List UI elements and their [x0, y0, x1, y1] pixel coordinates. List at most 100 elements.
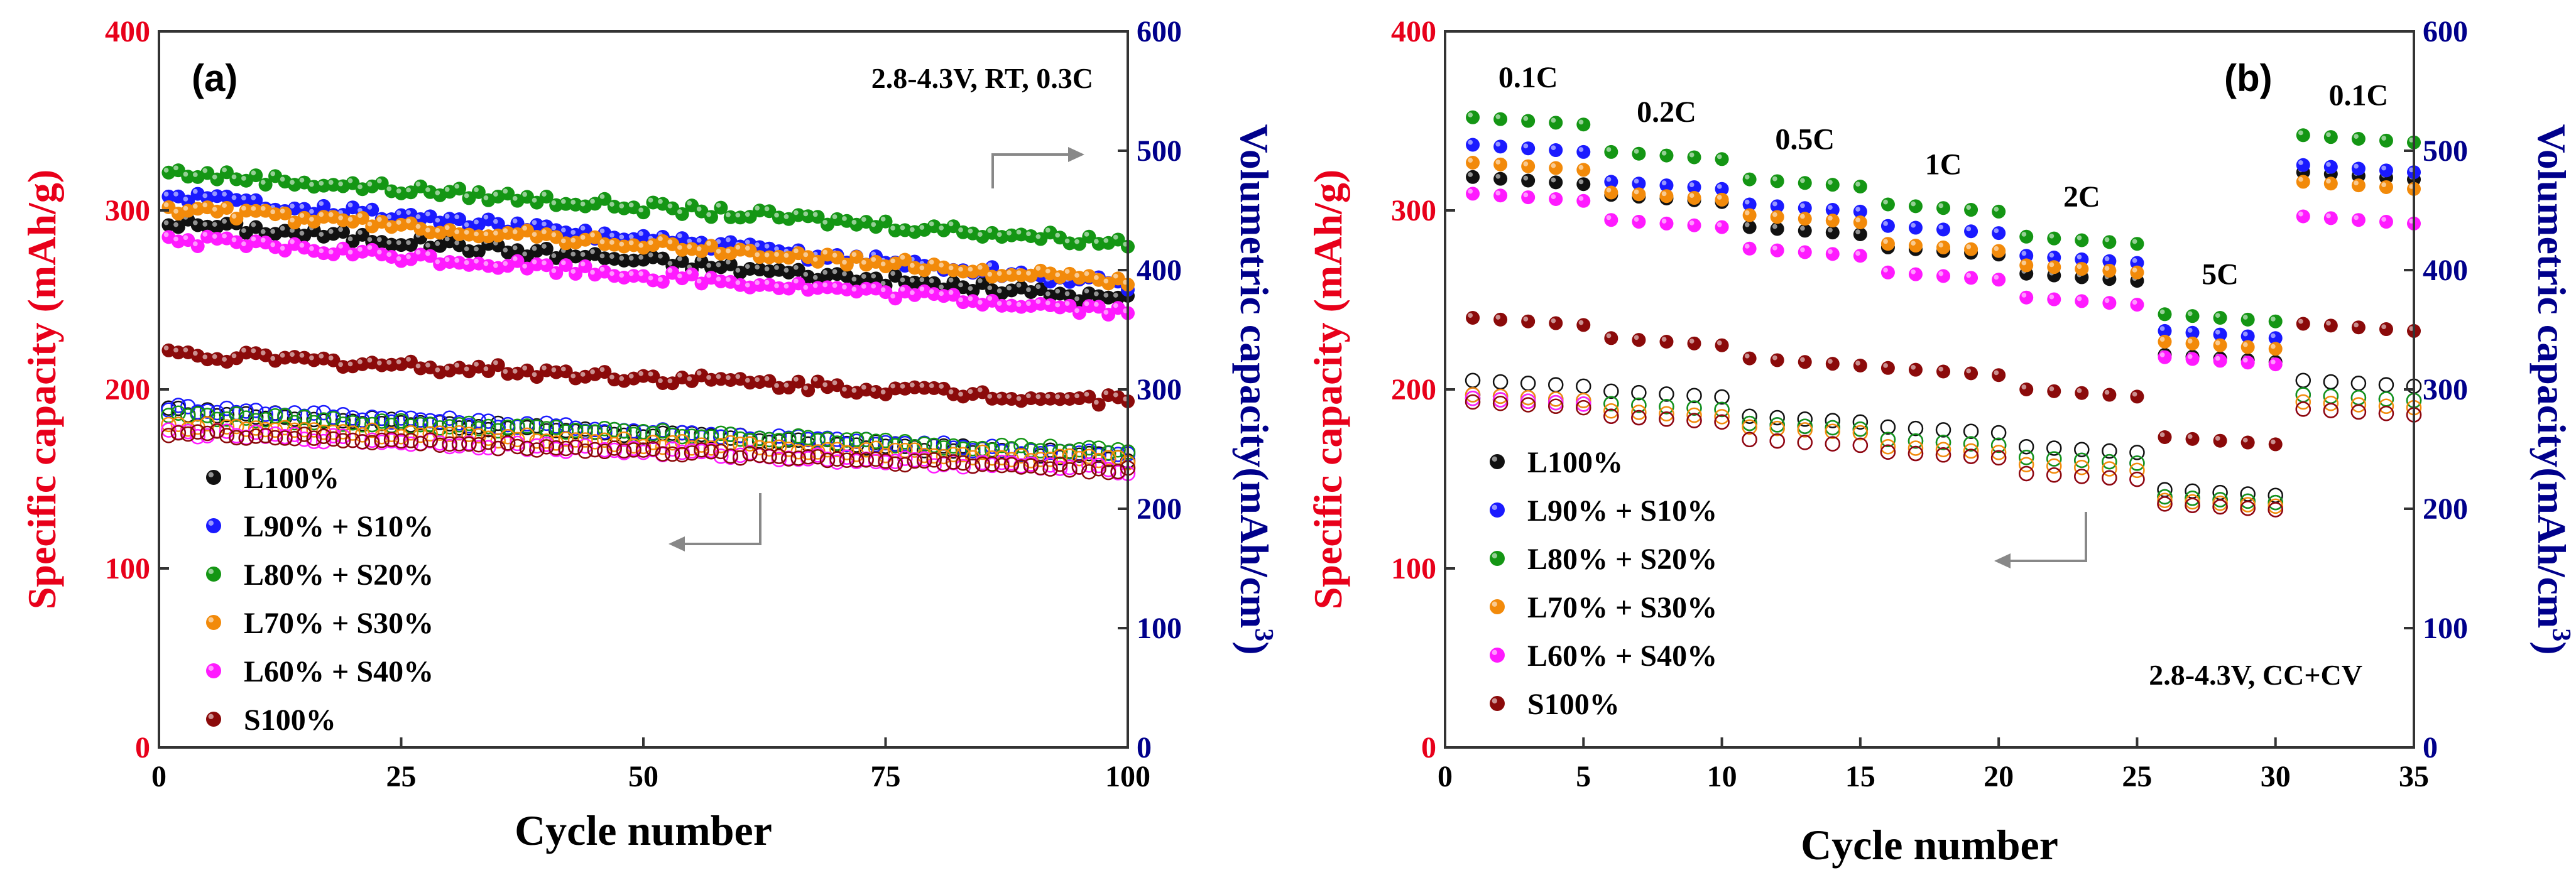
panel-a-L70S30-point-highlight [968, 266, 973, 272]
panel-b-L80S20-hollow-point [2212, 492, 2228, 508]
panel-a-L100-point-highlight [861, 274, 866, 279]
panel-b-L80S20-hollow-point [1769, 417, 1785, 433]
panel-a-L100-point-highlight [202, 222, 208, 227]
panel-b-L80S20-point-highlight [2021, 232, 2027, 237]
panel-a-L60S40-hollow-point [161, 422, 177, 438]
panel-a-S100-hollow-point [1110, 464, 1126, 480]
panel-a-L70S30-point [219, 200, 234, 215]
panel-b-L90S10-point [1992, 226, 2006, 241]
panel-a-S100-hollow-point [848, 452, 865, 468]
panel-b-rate-labels: 0.1C 0.2C 0.5C 1C 2C 5C 0.1C [1498, 61, 2388, 291]
panel-a-L60S40-point-highlight [803, 285, 809, 290]
panel-a-S100-hollow-point [432, 437, 448, 453]
panel-b-L80S20-hollow-point [1797, 418, 1813, 434]
panel-a-L80S20-hollow-point [781, 431, 797, 447]
panel-b-L70S30-point [1825, 214, 1840, 228]
panel-b-L70S30-point [2185, 336, 2200, 350]
panel-b-S100-point [1964, 366, 1978, 381]
panel-a-L70S30-hollow-point [403, 425, 419, 441]
panel-b-L80S20-point [2047, 231, 2061, 246]
panel-b-L90S10-point-highlight [1689, 182, 1695, 187]
panel-a-S100-hollow-point [839, 452, 855, 468]
panel-a-y2tick-label: 500 [1137, 134, 1182, 168]
panel-a-L100-point-highlight [929, 278, 934, 283]
panel-b-S100-point-highlight [2187, 434, 2193, 439]
panel-b-L100-point [1549, 175, 1563, 190]
panel-a-L80S20-point-highlight [794, 210, 799, 215]
panel-a-S100-hollow-point [587, 442, 603, 458]
panel-a-L60S40-point-highlight [1103, 310, 1109, 315]
panel-b-S100-point [1659, 335, 1674, 349]
panel-b-L80S20-point [1825, 178, 1840, 192]
panel-a-L80S20-point-highlight [270, 171, 276, 176]
panel-b-S100-point [1604, 331, 1618, 345]
panel-b-S100-hollow-point [1520, 397, 1536, 413]
panel-b-legend-label: S100% [1527, 688, 1620, 721]
panel-a-L70S30-point-highlight [512, 229, 518, 234]
panel-b-L60S40-point-highlight [2132, 300, 2137, 305]
panel-b-L100-hollow-point [1880, 419, 1896, 435]
panel-b-L60S40-point [1798, 245, 1812, 259]
panel-b-L90S10-point-highlight [2077, 254, 2082, 259]
panel-a-L60S40-point-highlight [231, 237, 237, 242]
panel-a-L90S10-point-highlight [532, 220, 537, 225]
panel-a-L70S30-point-highlight [1064, 269, 1070, 274]
panel-a-L80S20-point-highlight [309, 182, 314, 187]
panel-a-L80S20-hollow-point [558, 424, 574, 440]
panel-b-L70S30-point [1770, 210, 1784, 224]
panel-a-L80S20-hollow-point [374, 413, 390, 429]
panel-b-L80S20-point-highlight [2271, 317, 2276, 322]
panel-b-L80S20-hollow-point [1907, 433, 1924, 449]
panel-a-L70S30-point-highlight [677, 245, 682, 250]
panel-b-L70S30-point [2240, 340, 2255, 354]
panel-a-L70S30-hollow-point [548, 435, 564, 451]
panel-a-L70S30-point-highlight [231, 214, 237, 219]
panel-a-L90S10-point-highlight [726, 237, 731, 242]
panel-b-L70S30-point [2102, 263, 2117, 278]
panel-a-L60S40-point-highlight [406, 254, 411, 259]
panel-a-L70S30-point-highlight [687, 244, 692, 249]
panel-a-L60S40-point-highlight [667, 268, 673, 273]
panel-a-S100-hollow-point [635, 442, 652, 458]
panel-a-L60S40-point-highlight [1016, 301, 1022, 307]
panel-b-L90S10-point-highlight [1828, 205, 1833, 210]
panel-a-L70S30-hollow-point [645, 435, 661, 450]
panel-a-L70S30-point-highlight [183, 205, 188, 211]
panel-a-L80S20-point-highlight [1035, 234, 1041, 239]
panel-b-L90S10-point [2323, 160, 2338, 174]
panel-a-legend-label: L90% + S10% [244, 510, 434, 543]
panel-a-L90S10-point-highlight [755, 242, 760, 247]
panel-a-S100-point-highlight [958, 391, 963, 397]
panel-a-L70S30-hollow-point [907, 442, 923, 458]
panel-a-S100-point-highlight [464, 366, 469, 372]
panel-a-S100-hollow-point [887, 456, 903, 472]
panel-b-S100-hollow-point [2102, 470, 2117, 486]
panel-a-L80S20-point-highlight [493, 192, 498, 197]
panel-b-S100-point [1880, 361, 1895, 375]
panel-b-L100-hollow-point [1576, 378, 1591, 394]
panel-b-L80S20-point-highlight [2159, 309, 2165, 315]
panel-b-L80S20-point-highlight [1661, 150, 1667, 156]
panel-a-S100-point-highlight [309, 355, 314, 361]
panel-a-S100-point-highlight [822, 382, 827, 388]
panel-a-L70S30-point-highlight [251, 206, 256, 211]
panel-a-L80S20-hollow-point [858, 432, 874, 448]
panel-b-legend-S100-point-highlight [1492, 698, 1497, 704]
panel-a-L80S20-point-highlight [987, 228, 993, 233]
panel-b-L60S40-point-highlight [1606, 215, 1612, 220]
panel-a-L70S30-point-highlight [290, 217, 295, 223]
panel-a-L80S20-hollow-point [1100, 445, 1116, 461]
panel-b-L60S40-point [1604, 213, 1618, 227]
panel-b-S100-point-highlight [2326, 320, 2331, 326]
panel-b-L70S30-point [2075, 262, 2089, 276]
panel-a-L70S30-point-highlight [396, 220, 401, 225]
panel-a-S100-point-highlight [551, 367, 557, 372]
panel-b-L80S20-hollow-point [2185, 491, 2200, 506]
panel-a-L80S20-hollow-point [567, 422, 584, 438]
panel-b-L70S30-hollow-point [1963, 443, 1979, 459]
panel-a-L80S20-point-highlight [978, 232, 983, 237]
panel-a-L100-point-highlight [1074, 296, 1079, 301]
panel-a-L70S30-point-highlight [1016, 270, 1022, 276]
panel-a-L90S10-point-highlight [599, 228, 605, 234]
